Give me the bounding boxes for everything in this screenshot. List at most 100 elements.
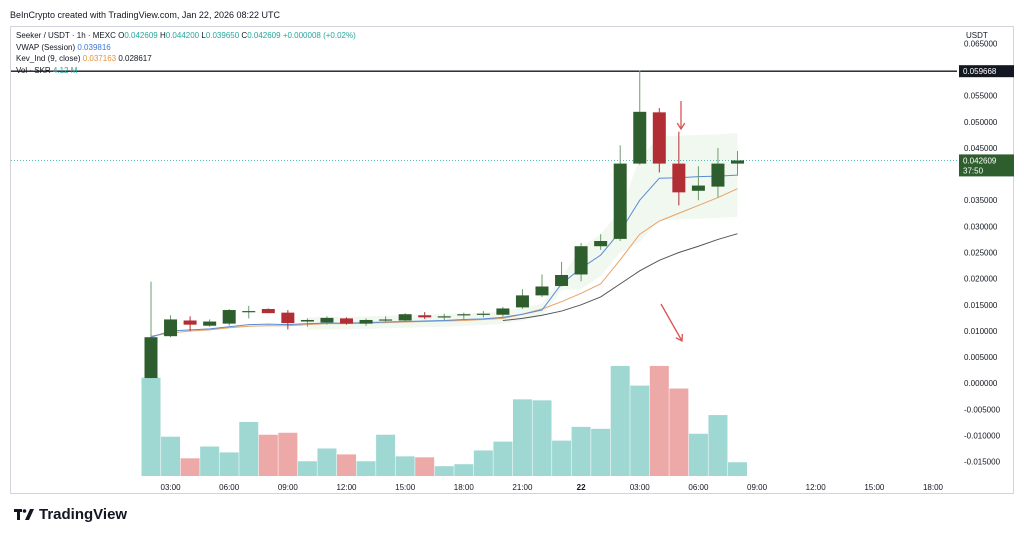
volume-bar[interactable] bbox=[278, 432, 298, 476]
volume-bar[interactable] bbox=[571, 426, 591, 476]
volume-bar[interactable] bbox=[552, 440, 572, 476]
candle-body[interactable] bbox=[672, 163, 686, 193]
volume-bar[interactable] bbox=[649, 365, 669, 476]
candle-body[interactable] bbox=[261, 308, 275, 314]
volume-bar[interactable] bbox=[669, 388, 689, 476]
price-axis-tick: 0.005000 bbox=[964, 353, 998, 362]
volume-bar[interactable] bbox=[708, 415, 728, 476]
last-price-tag[interactable] bbox=[959, 154, 1014, 177]
time-axis-tick: 06:00 bbox=[688, 483, 709, 492]
volume-label: Vol · SKR bbox=[16, 65, 51, 75]
volume-bar[interactable] bbox=[532, 400, 552, 476]
candle-body[interactable] bbox=[300, 319, 314, 322]
volume-bar[interactable] bbox=[141, 377, 161, 476]
tradingview-logo[interactable]: TradingView bbox=[14, 506, 127, 523]
time-axis-tick: 15:00 bbox=[395, 483, 416, 492]
volume-bar[interactable] bbox=[161, 436, 181, 476]
volume-bar[interactable] bbox=[219, 452, 239, 476]
candle-body[interactable] bbox=[711, 163, 725, 187]
volume-legend-row[interactable]: Vol · SKR 4.12 M bbox=[16, 65, 356, 77]
tradingview-logo-icon bbox=[14, 508, 34, 520]
volume-bar[interactable] bbox=[415, 457, 435, 476]
chart-frame bbox=[10, 26, 1014, 494]
time-axis-tick: 09:00 bbox=[747, 483, 768, 492]
candle-body[interactable] bbox=[555, 274, 569, 286]
candle-body[interactable] bbox=[164, 319, 178, 337]
volume-bar[interactable] bbox=[258, 434, 278, 476]
volume-bar[interactable] bbox=[180, 458, 200, 476]
kev-fast-value: 0.037163 bbox=[82, 54, 117, 63]
volume-bar[interactable] bbox=[591, 428, 611, 476]
candle-body[interactable] bbox=[242, 311, 256, 313]
candle-body[interactable] bbox=[633, 111, 647, 164]
volume-bar[interactable] bbox=[337, 454, 356, 476]
chart-legend: Seeker / USDT · 1h · MEXC O0.042609 H0.0… bbox=[16, 30, 356, 76]
volume-bar[interactable] bbox=[493, 441, 513, 476]
volume-bar[interactable] bbox=[688, 433, 708, 476]
symbol-label[interactable]: Seeker / USDT · 1h · MEXC bbox=[16, 31, 116, 40]
kev-fast-line[interactable] bbox=[150, 188, 738, 337]
kev-legend-row[interactable]: Kev_Ind (9, close) 0.037163 0.028617 bbox=[16, 53, 356, 65]
candle-body[interactable] bbox=[476, 313, 490, 315]
candle-body[interactable] bbox=[320, 317, 334, 323]
price-axis-tick: 0.050000 bbox=[964, 118, 998, 127]
volume-bar[interactable] bbox=[512, 399, 532, 476]
price-axis-currency[interactable]: USDT bbox=[966, 31, 988, 40]
volume-bar[interactable] bbox=[376, 434, 396, 476]
annotation-arrow-volume bbox=[660, 303, 683, 342]
close-label: C bbox=[241, 31, 248, 40]
candle-body[interactable] bbox=[652, 112, 666, 164]
candle-body[interactable] bbox=[437, 316, 451, 318]
candle-body[interactable] bbox=[222, 310, 236, 324]
time-axis-tick: 09:00 bbox=[278, 483, 299, 492]
price-axis-tick: 0.020000 bbox=[964, 275, 998, 284]
volume-bar[interactable] bbox=[610, 365, 630, 476]
candle-body[interactable] bbox=[281, 312, 295, 324]
time-axis-tick: 12:00 bbox=[336, 483, 357, 492]
candle-body[interactable] bbox=[594, 240, 608, 247]
candle-body[interactable] bbox=[457, 314, 471, 316]
candle-body[interactable] bbox=[418, 315, 432, 318]
volume-bar[interactable] bbox=[297, 461, 317, 476]
volume-bar[interactable] bbox=[728, 462, 747, 476]
vwap-legend-row[interactable]: VWAP (Session) 0.039816 bbox=[16, 42, 356, 54]
price-axis-tick: 0.025000 bbox=[964, 249, 998, 258]
time-axis-tick: 12:00 bbox=[806, 483, 827, 492]
price-axis-tick: 0.065000 bbox=[964, 39, 998, 48]
candle-body[interactable] bbox=[379, 319, 393, 321]
candle-body[interactable] bbox=[398, 314, 412, 321]
volume-bar[interactable] bbox=[317, 448, 337, 476]
kev-slow-line[interactable] bbox=[502, 233, 738, 321]
candle-body[interactable] bbox=[535, 286, 549, 296]
price-axis-tick: -0.010000 bbox=[964, 432, 1001, 441]
time-axis-tick: 15:00 bbox=[864, 483, 885, 492]
candle-body[interactable] bbox=[340, 318, 353, 324]
volume-bar[interactable] bbox=[200, 446, 220, 476]
volume-bar[interactable] bbox=[434, 466, 454, 476]
resistance-price-tag[interactable] bbox=[959, 65, 1014, 78]
candle-body[interactable] bbox=[613, 163, 627, 239]
candle-body[interactable] bbox=[574, 246, 588, 275]
time-axis-tick: 18:00 bbox=[923, 483, 944, 492]
volume-bar[interactable] bbox=[454, 464, 474, 476]
price-axis-tick: 0.000000 bbox=[964, 379, 998, 388]
volume-bar[interactable] bbox=[239, 421, 259, 476]
price-axis-tick: 0.045000 bbox=[964, 144, 998, 153]
last-price-tag-text: 0.042609 bbox=[963, 156, 997, 165]
candle-body[interactable] bbox=[359, 319, 373, 324]
volume-bar[interactable] bbox=[630, 385, 650, 476]
price-axis-tick: 0.035000 bbox=[964, 196, 998, 205]
candle-body[interactable] bbox=[183, 320, 197, 325]
candle-body[interactable] bbox=[691, 185, 705, 191]
volume-bar[interactable] bbox=[395, 456, 415, 476]
candle-body[interactable] bbox=[496, 308, 510, 315]
candle-body[interactable] bbox=[515, 295, 529, 308]
volume-bar[interactable] bbox=[356, 461, 376, 476]
candle-body[interactable] bbox=[731, 160, 744, 164]
price-axis-tick: -0.005000 bbox=[964, 405, 1001, 414]
candle-body[interactable] bbox=[144, 337, 158, 379]
chart-credit: BeInCrypto created with TradingView.com,… bbox=[10, 10, 280, 20]
volume-bar[interactable] bbox=[473, 450, 493, 476]
candle-body[interactable] bbox=[203, 321, 217, 326]
